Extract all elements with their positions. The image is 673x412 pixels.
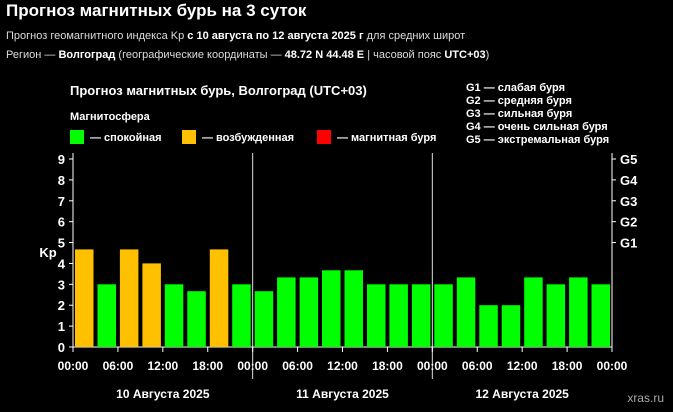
kp-bar xyxy=(164,284,184,347)
g-legend-item: G3 — сильная буря xyxy=(466,108,572,120)
y-tick-label: 4 xyxy=(58,256,66,271)
x-tick-label: 00:00 xyxy=(237,359,268,373)
y-tick-label: 2 xyxy=(58,298,65,313)
day-label: 11 Августа 2025 xyxy=(296,387,389,401)
kp-bar xyxy=(97,284,116,347)
x-tick-label: 12:00 xyxy=(507,359,538,373)
kp-bar xyxy=(367,284,386,347)
kp-bar xyxy=(299,277,319,347)
kp-bar xyxy=(479,305,498,347)
y-axis-label: Kp xyxy=(39,245,56,260)
x-tick-label: 00:00 xyxy=(417,359,448,373)
kp-bar xyxy=(277,277,296,347)
y-tick-label: 9 xyxy=(58,152,65,167)
g-axis: G1 G2 G3 G4 G5 xyxy=(612,152,638,251)
legend-label: — спокойная xyxy=(90,132,162,144)
g-tick-label: G2 xyxy=(620,215,637,230)
subtitle-prefix: Прогноз геомагнитного индекса Kp xyxy=(6,30,188,42)
g-tick-label: G3 xyxy=(620,194,637,209)
y-axis: 0 1 2 3 4 5 6 7 8 9 xyxy=(58,152,73,355)
y-tick-label: 5 xyxy=(58,236,65,251)
watermark: xras.ru xyxy=(627,391,664,405)
bars xyxy=(75,249,610,347)
region-coords-prefix: (географические координаты — xyxy=(115,49,285,61)
kp-bar xyxy=(501,305,521,347)
kp-bar xyxy=(254,291,274,347)
g-legend-item: G1 — слабая буря xyxy=(466,82,565,94)
day-label: 12 Августа 2025 xyxy=(475,387,569,401)
day-label: 10 Августа 2025 xyxy=(116,387,210,401)
kp-bar xyxy=(524,277,543,347)
page-title: Прогноз магнитных бурь на 3 суток xyxy=(6,1,307,20)
kp-bar xyxy=(411,284,431,347)
kp-bar xyxy=(142,263,161,347)
g-tick-label: G5 xyxy=(620,152,637,167)
region-prefix: Регион — xyxy=(6,49,59,61)
g-tick-label: G1 xyxy=(620,236,637,251)
kp-bar xyxy=(344,270,363,347)
subtitle-suffix: для средних широт xyxy=(363,30,466,42)
page-subtitle: Прогноз геомагнитного индекса Kp с 10 ав… xyxy=(6,30,465,42)
x-tick-label: 00:00 xyxy=(58,359,89,373)
y-tick-label: 1 xyxy=(58,319,65,334)
region-suffix: ) xyxy=(485,49,490,61)
subtitle-range: с 10 августа по 12 августа 2025 г xyxy=(187,30,364,42)
x-tick-label: 12:00 xyxy=(327,359,358,373)
x-tick-label: 18:00 xyxy=(192,359,223,373)
x-tick-label: 06:00 xyxy=(282,359,313,373)
g-tick-label: G4 xyxy=(620,173,638,188)
g-legend-item: G4 — очень сильная буря xyxy=(466,121,608,133)
kp-bar xyxy=(232,284,251,347)
kp-bar xyxy=(456,277,476,347)
x-tick-label: 18:00 xyxy=(372,359,403,373)
region-tz: UTC+03 xyxy=(444,49,486,61)
kp-bar xyxy=(434,284,453,347)
kp-chart: Прогноз магнитных бурь, Волгоград (UTC+0… xyxy=(0,67,673,412)
legend: — спокойная — возбужденная — магнитная бур… xyxy=(70,130,436,144)
kp-bar xyxy=(546,284,566,347)
g-legend-item: G2 — средняя буря xyxy=(466,95,572,107)
region-coords: 48.72 N 44.48 E xyxy=(284,49,365,61)
legend-title: Магнитосфера xyxy=(70,111,151,123)
chart-title: Прогноз магнитных бурь, Волгоград (UTC+0… xyxy=(70,83,367,98)
g-legend-item: G5 — экстремальная буря xyxy=(466,134,609,146)
kp-bar xyxy=(569,277,588,347)
legend-swatch xyxy=(317,130,331,144)
kp-bar xyxy=(209,249,229,347)
region-line: Регион — Волгоград (географические коорд… xyxy=(6,49,489,61)
region-tz-prefix: | часовой пояс xyxy=(364,49,445,61)
legend-label: — возбужденная xyxy=(202,132,294,144)
kp-bar xyxy=(119,249,139,347)
legend-swatch xyxy=(70,130,84,144)
legend-swatch xyxy=(182,130,196,144)
kp-bar xyxy=(322,270,341,347)
kp-chart-svg: Прогноз магнитных бурь, Волгоград (UTC+0… xyxy=(0,67,673,412)
chart-background xyxy=(0,67,673,412)
kp-bar xyxy=(75,249,94,347)
y-tick-label: 8 xyxy=(58,173,65,188)
x-tick-label: 12:00 xyxy=(147,359,178,373)
y-tick-label: 7 xyxy=(58,194,65,209)
kp-bar xyxy=(187,291,206,347)
kp-bar xyxy=(389,284,408,347)
region-city: Волгоград xyxy=(58,49,116,61)
y-tick-label: 6 xyxy=(58,215,65,230)
kp-bar xyxy=(591,284,610,347)
x-tick-label: 00:00 xyxy=(597,359,628,373)
legend-label: — магнитная буря xyxy=(337,132,436,144)
x-tick-label: 18:00 xyxy=(552,359,583,373)
x-axis: 00:00 06:00 12:00 18:00 00:00 06:00 12:00 18:00… xyxy=(58,347,628,401)
y-tick-label: 0 xyxy=(58,340,65,355)
x-tick-label: 06:00 xyxy=(462,359,493,373)
y-tick-label: 3 xyxy=(58,277,65,292)
x-tick-label: 06:00 xyxy=(103,359,134,373)
